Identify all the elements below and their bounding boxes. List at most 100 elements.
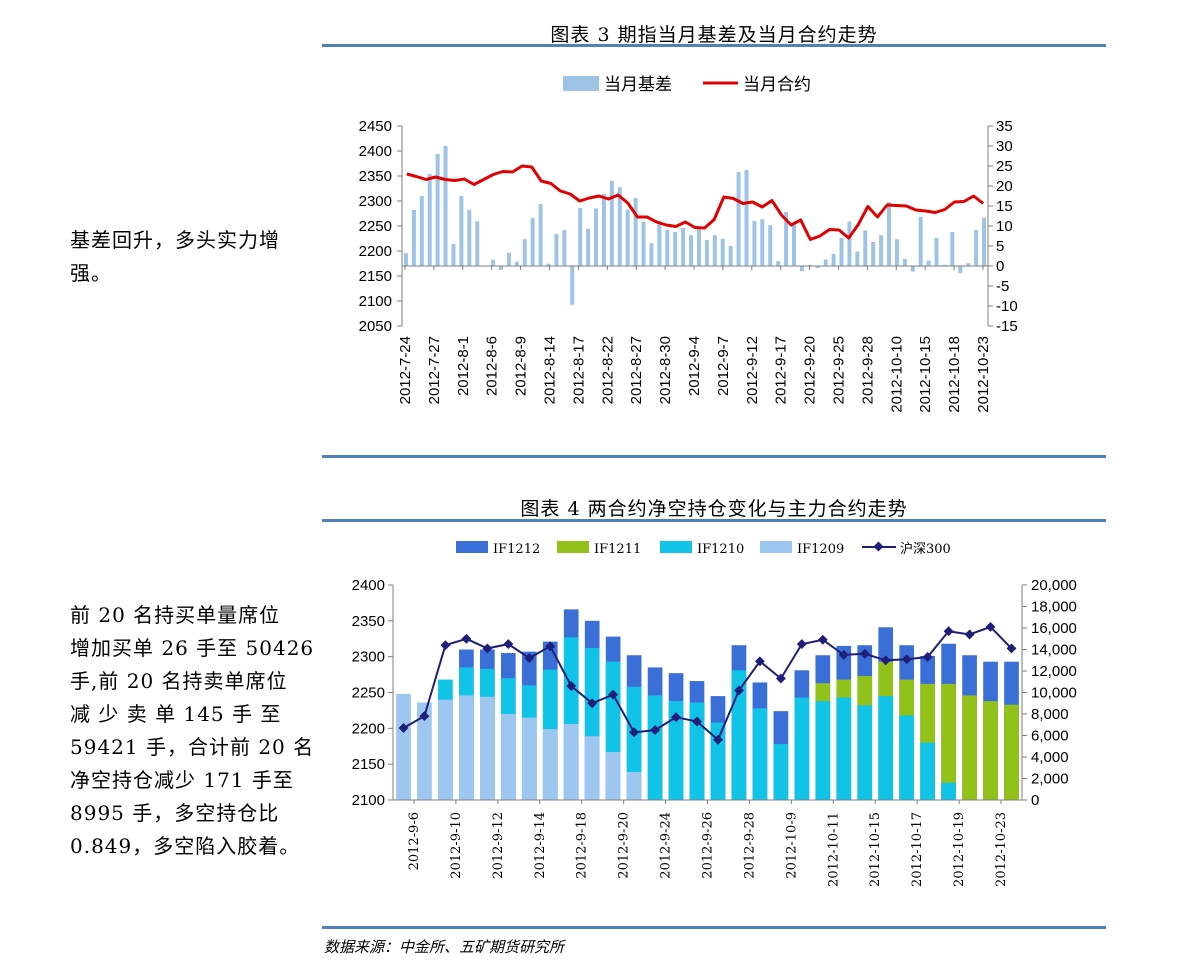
chart1-basis-bar bbox=[784, 212, 789, 266]
chart2-hs300-point bbox=[713, 734, 723, 745]
chart1-right-tick-label: 30 bbox=[996, 138, 1013, 155]
chart2-bar-if1209 bbox=[396, 693, 411, 800]
chart2-left-tick-label: 2250 bbox=[352, 685, 385, 702]
chart1-basis-bar bbox=[744, 170, 749, 266]
chart2-bar-if1210 bbox=[626, 686, 642, 800]
chart1-basis-bar bbox=[649, 243, 654, 266]
chart1-right-tick-label: 15 bbox=[996, 198, 1013, 215]
chart2-bar-if1211 bbox=[962, 695, 977, 800]
chart1-basis-bar bbox=[736, 172, 741, 266]
chart2-bar-if1210 bbox=[815, 701, 831, 800]
chart2-side-line: 59421 手，合计前 20 名 bbox=[70, 735, 315, 759]
chart2-side-line: 8995 手，多空持仓比 bbox=[70, 801, 280, 825]
chart2-hs300-point bbox=[922, 652, 933, 662]
chart2-right-tick-label: 8,000 bbox=[1031, 706, 1069, 723]
legend-swatch-basis bbox=[563, 76, 599, 91]
chart2-bar-if1210 bbox=[731, 670, 747, 800]
chart2-bar-if1210 bbox=[878, 696, 894, 800]
chart1-basis-bar bbox=[546, 263, 551, 266]
chart1-basis-bar bbox=[419, 196, 424, 266]
legend-label-contract: 当月合约 bbox=[743, 75, 811, 95]
chart1-basis-bar bbox=[633, 198, 638, 266]
chart1-x-tick-label: 2012-9-12 bbox=[744, 336, 761, 404]
chart1-basis-bar bbox=[427, 174, 432, 266]
chart2-bar-if1210 bbox=[668, 701, 684, 800]
chart1-side-line: 基差回升，多头实力增 bbox=[70, 228, 280, 252]
legend-marker-hs300 bbox=[873, 541, 884, 552]
chart1-x-tick-label: 2012-9-25 bbox=[831, 336, 848, 404]
chart1-x-tick-label: 2012-9-20 bbox=[802, 336, 819, 404]
chart1-basis-bar bbox=[491, 259, 496, 266]
chart2-hs300-point bbox=[419, 711, 430, 722]
chart1-basis-bar bbox=[966, 263, 971, 266]
chart1-right-tick-label: 25 bbox=[996, 158, 1013, 175]
chart2-right-tick-label: 2,000 bbox=[1031, 771, 1069, 788]
chart2-x-tick-label: 2012-9-12 bbox=[491, 812, 506, 879]
chart1-basis-bar bbox=[625, 209, 630, 266]
chart1-basis-bar bbox=[562, 230, 567, 266]
legend-swatch-if1209 bbox=[760, 541, 792, 553]
chart1-basis-bar bbox=[578, 208, 583, 266]
chart2-right-tick-label: 18,000 bbox=[1031, 599, 1077, 616]
chart1-basis-bar bbox=[776, 261, 781, 266]
chart1-basis-bar bbox=[871, 242, 876, 266]
chart2-hs300-point bbox=[901, 654, 912, 665]
chart1-x-tick-label: 2012-9-7 bbox=[715, 336, 732, 396]
chart2-left-tick-label: 2350 bbox=[352, 613, 385, 630]
chart1-left-tick-label: 2100 bbox=[359, 293, 392, 310]
chart2-hs300-point bbox=[608, 689, 619, 700]
chart1-basis-bar bbox=[958, 266, 963, 274]
chart2-x-tick-label: 2012-9-20 bbox=[617, 812, 632, 879]
chart2-bar-if1209 bbox=[584, 736, 600, 800]
chart1-basis-bar bbox=[799, 266, 804, 272]
chart1-basis-bar bbox=[538, 204, 543, 266]
chart1-basis-bar bbox=[609, 180, 614, 266]
chart1-x-tick-label: 2012-8-14 bbox=[542, 336, 559, 404]
chart1-basis-bar bbox=[514, 261, 519, 266]
chart2-bar-if1210 bbox=[836, 697, 852, 800]
chart1-basis-bar bbox=[506, 252, 511, 266]
chart2-left-tick-label: 2150 bbox=[352, 756, 385, 773]
chart2-hs300-point bbox=[503, 639, 514, 650]
legend-swatch-if1210 bbox=[660, 541, 692, 553]
chart1-basis-bar bbox=[934, 238, 939, 266]
chart1-basis-bar bbox=[942, 264, 947, 266]
chart2-hs300-point bbox=[671, 712, 681, 723]
chart1-legend: 当月基差 当月合约 bbox=[563, 75, 811, 95]
chart1-basis-bar bbox=[720, 238, 725, 266]
chart2-right-tick-label: 14,000 bbox=[1031, 642, 1077, 659]
chart2-hs300-point bbox=[838, 649, 849, 660]
chart2-left-tick-label: 2200 bbox=[352, 720, 385, 737]
chart2-right-tick-label: 16,000 bbox=[1031, 620, 1077, 637]
chart1-contract-line bbox=[406, 164, 985, 241]
chart2-hs300-point bbox=[964, 629, 975, 640]
chart1-basis-bar bbox=[823, 259, 828, 266]
chart1-x-tick-label: 2012-10-23 bbox=[975, 336, 992, 413]
chart1-x-tick-label: 2012-7-27 bbox=[426, 336, 443, 404]
chart2-right-tick-label: 12,000 bbox=[1031, 663, 1077, 680]
chart2-bar-if1209 bbox=[626, 772, 642, 800]
chart1-x-tick-label: 2012-8-17 bbox=[570, 336, 587, 404]
chart2-side-line: 减 少 卖 单 145 手 至 bbox=[70, 702, 282, 726]
chart1-basis-bar bbox=[689, 235, 694, 266]
chart1-basis-bar bbox=[974, 230, 979, 266]
chart2-side-line: 前 20 名持买单量席位 bbox=[70, 603, 281, 627]
legend-label-hs300: 沪深300 bbox=[900, 541, 951, 557]
chart1-basis-bar bbox=[712, 235, 717, 266]
chart1-svg: 当月基差 当月合约 205021002150220022502300235024… bbox=[359, 75, 1018, 413]
chart1-basis-bar bbox=[617, 187, 622, 266]
chart1-basis-bar bbox=[499, 266, 503, 270]
chart2-bar-if1210 bbox=[752, 708, 768, 800]
chart2-hs300-point bbox=[440, 640, 451, 651]
chart1-basis-bar bbox=[570, 266, 575, 305]
chart2-bar-if1209 bbox=[605, 751, 621, 800]
chart1-right-tick-label: 20 bbox=[996, 178, 1013, 195]
legend-swatch-if1212 bbox=[456, 541, 488, 553]
chart1-left-tick-label: 2050 bbox=[359, 318, 392, 335]
chart2-x-tick-label: 2012-9-24 bbox=[659, 812, 674, 879]
chart1-left-tick-label: 2150 bbox=[359, 268, 392, 285]
chart1-basis-bar bbox=[879, 235, 884, 266]
chart1-bottom-rule bbox=[322, 455, 1106, 458]
chart1-basis-bar bbox=[887, 202, 891, 266]
